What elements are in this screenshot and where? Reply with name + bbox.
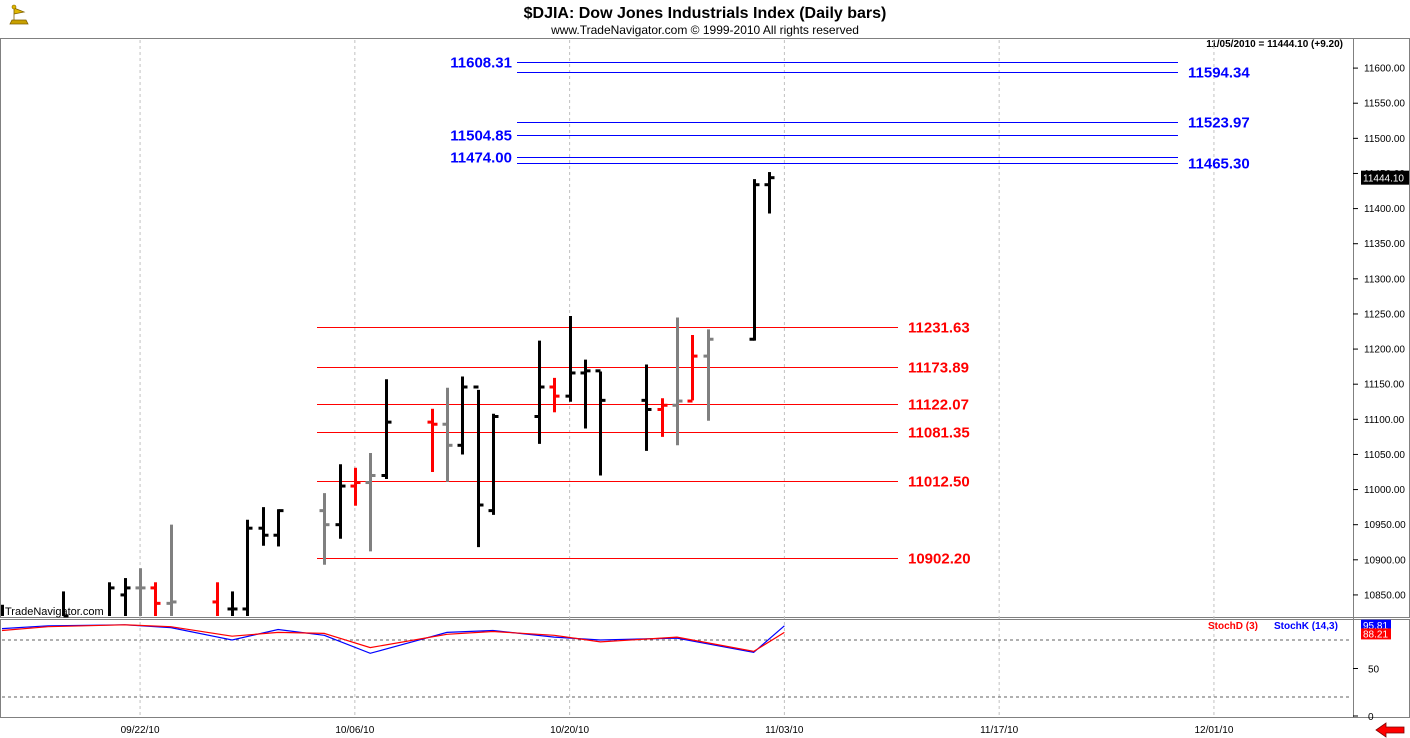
resistance-label: 11523.97 [1188, 115, 1250, 132]
ohlc-bar [488, 413, 499, 515]
price-axis: 10850.00 10900.00 10950.00 11000.00 11050.00… [1353, 64, 1406, 601]
ohlc-bar [565, 316, 576, 402]
ohlc-bar [212, 582, 219, 616]
stoch-k-value-box [1361, 619, 1391, 631]
ohlc-bar [273, 509, 284, 547]
x-tick-label: 10/06/10 [335, 725, 374, 736]
stoch-d-value-box [1361, 628, 1391, 640]
ohlc-bar [641, 364, 652, 451]
logo-icon[interactable] [6, 3, 32, 29]
ohlc-bar [657, 398, 668, 437]
stoch-d-value: 88.21 [1363, 629, 1388, 640]
legend-stoch-d: StochD (3) [1208, 621, 1258, 632]
chart-title: $DJIA: Dow Jones Industrials Index (Dail… [524, 5, 887, 22]
ohlc-bar [120, 578, 131, 616]
ohlc-bar [549, 377, 560, 413]
resistance-label: 11504.85 [450, 128, 512, 145]
ohlc-bar [150, 582, 161, 616]
stoch-panel-frame [0, 619, 1410, 718]
legend-stoch-k: StochK (14,3) [1274, 621, 1338, 632]
ohlc-bar [166, 524, 177, 616]
y-tick-label: 10900.00 [1364, 555, 1406, 566]
y-tick-label: 11400.00 [1364, 204, 1405, 215]
y-tick-label: 11300.00 [1364, 274, 1405, 285]
stoch-k-value: 95.81 [1363, 621, 1388, 632]
support-label: 11081.35 [908, 425, 970, 442]
x-tick-label: 12/01/10 [1194, 725, 1233, 736]
ohlc-bar [350, 467, 361, 506]
ohlc-bar [365, 453, 376, 552]
ohlc-bar [242, 519, 253, 616]
ohlc-bar [672, 317, 683, 446]
x-tick-label: 11/17/10 [980, 725, 1019, 736]
y-tick-label: 11000.00 [1364, 485, 1405, 496]
ohlc-bar [135, 568, 146, 616]
y-tick-label: 11250.00 [1364, 309, 1405, 320]
ohlc-bar [319, 493, 330, 565]
support-label: 11173.89 [908, 360, 969, 377]
ohlc-bar [335, 464, 346, 539]
ohlc-bar [108, 582, 115, 616]
stoch-tick-label: 50 [1368, 665, 1380, 676]
last-price-text: 11444.10 [1363, 174, 1404, 185]
y-tick-label: 11550.00 [1364, 99, 1405, 110]
ohlc-bar [595, 369, 606, 476]
scroll-back-arrow-icon[interactable] [1375, 722, 1405, 738]
y-tick-label: 11350.00 [1364, 239, 1405, 250]
ohlc-bar [457, 376, 468, 455]
y-tick-label: 11100.00 [1364, 415, 1405, 426]
ohlc-bar [427, 408, 438, 472]
last-price-tag: 11444.10 [1361, 170, 1409, 185]
support-label: 11231.63 [908, 320, 970, 337]
date-axis: 09/22/10 10/06/10 10/20/10 11/03/10 11/17/10… [121, 725, 1234, 736]
stoch-k-line [1, 624, 785, 654]
ohlc-bar [442, 387, 453, 482]
ohlc-bars [1, 172, 775, 618]
ohlc-bar [534, 340, 545, 444]
support-label: 10902.20 [908, 551, 971, 568]
resistance-label: 11608.31 [450, 55, 512, 72]
x-tick-label: 09/22/10 [121, 725, 160, 736]
copyright-text: www.TradeNavigator.com © 1999-2010 All r… [550, 23, 859, 37]
ohlc-bar [703, 329, 714, 421]
ohlc-bar [381, 379, 392, 480]
watermark-text: TradeNavigator.com [5, 606, 104, 618]
y-tick-label: 11600.00 [1364, 64, 1405, 75]
y-tick-label: 11500.00 [1364, 134, 1405, 145]
ohlc-bar [258, 507, 269, 546]
y-tick-label: 11150.00 [1364, 380, 1405, 391]
last-quote-text: 11/05/2010 = 11444.10 (+9.20) [1206, 39, 1343, 50]
y-tick-label: 11200.00 [1364, 345, 1405, 356]
ohlc-bar [227, 591, 238, 616]
resistance-label: 11594.34 [1188, 65, 1250, 82]
stochastic-panel [1, 624, 1352, 698]
price-levels: 11608.31 11594.34 11523.97 11504.85 11474.00… [317, 55, 1250, 568]
ohlc-bar [749, 179, 760, 341]
y-tick-label: 10850.00 [1364, 590, 1406, 601]
ohlc-bar [62, 591, 69, 618]
ohlc-bar [687, 335, 698, 403]
y-tick-label: 10950.00 [1364, 520, 1406, 531]
ohlc-bar [580, 359, 591, 429]
stoch-d-line [1, 624, 785, 653]
support-label: 11122.07 [908, 397, 969, 414]
last-price-box [1361, 170, 1409, 185]
y-tick-label: 11050.00 [1364, 450, 1405, 461]
x-tick-label: 11/03/10 [765, 725, 804, 736]
ohlc-bar [764, 172, 775, 214]
x-tick-label: 10/20/10 [550, 725, 589, 736]
ohlc-bar [473, 385, 484, 548]
resistance-label: 11474.00 [450, 150, 512, 167]
support-label: 11012.50 [908, 474, 970, 491]
stoch-tick-label: 0 [1368, 712, 1374, 723]
resistance-label: 11465.30 [1188, 156, 1250, 173]
